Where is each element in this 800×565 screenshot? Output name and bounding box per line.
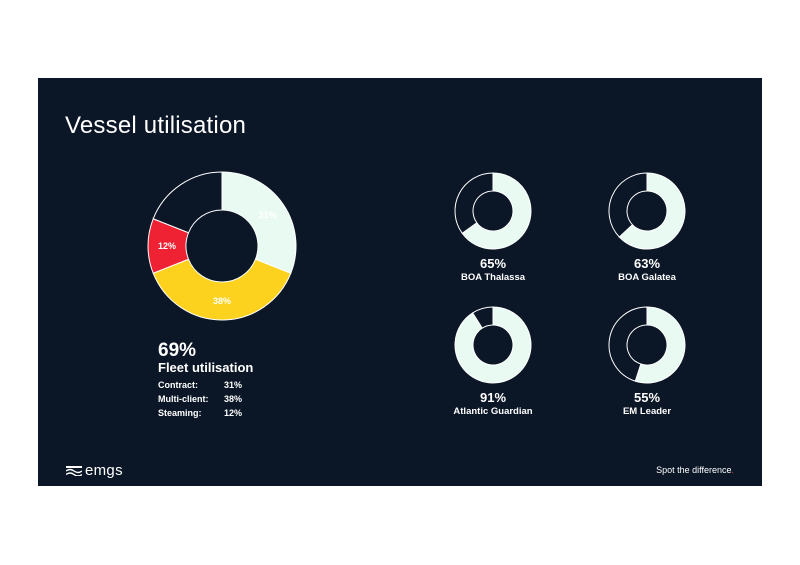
- breakdown-row-steaming: Steaming: 12%: [158, 408, 242, 418]
- tagline-text: Spot the difference: [656, 465, 732, 475]
- fleet-utilisation-label: Fleet utilisation: [158, 360, 254, 375]
- breakdown-value: 12%: [224, 408, 243, 418]
- boa-thalassa-donut-chart: [454, 172, 532, 250]
- slide: Vessel utilisation 31% 38% 12% 65% BOA Tha…: [38, 78, 762, 486]
- slice-contract: [221, 171, 297, 274]
- breakdown-value: 31%: [224, 380, 243, 390]
- page-title: Vessel utilisation: [65, 112, 247, 139]
- atlantic-guardian-name: Atlantic Guardian: [453, 406, 533, 417]
- slice-multi-client: [152, 258, 292, 321]
- breakdown-label: Steaming:: [158, 408, 202, 418]
- slice-utilised: [454, 306, 532, 384]
- breakdown-label: Multi-client:: [158, 394, 209, 404]
- slice-idle: [454, 172, 494, 235]
- slice-idle: [152, 171, 223, 234]
- tagline: Spot the difference.: [656, 465, 734, 475]
- slice-utilised: [634, 306, 686, 384]
- slice-idle: [608, 172, 648, 238]
- data-label-contract: 31%: [258, 210, 276, 220]
- emgs-wave-icon: [66, 465, 82, 476]
- breakdown-row-contract: Contract: 31%: [158, 380, 242, 390]
- boa-thalassa-name: BOA Thalassa: [460, 272, 526, 283]
- boa-galatea-name: BOA Galatea: [618, 272, 676, 283]
- boa-thalassa-percent: 65%: [479, 256, 507, 271]
- tagline-dot: .: [731, 465, 734, 475]
- breakdown-label: Contract:: [158, 380, 198, 390]
- atlantic-guardian-percent: 91%: [479, 390, 507, 405]
- slice-idle: [608, 306, 648, 382]
- data-label-multi-client: 38%: [213, 296, 231, 306]
- em-leader-name: EM Leader: [622, 406, 672, 417]
- breakdown-value: 38%: [224, 394, 243, 404]
- em-leader-donut-chart: [608, 306, 686, 384]
- em-leader-percent: 55%: [633, 390, 661, 405]
- boa-galatea-donut-chart: [608, 172, 686, 250]
- emgs-logo: emgs: [66, 462, 123, 479]
- fleet-donut-chart: 31% 38% 12%: [147, 171, 297, 321]
- fleet-total-percent: 69%: [158, 340, 197, 361]
- slice-utilised: [618, 172, 686, 250]
- slice-idle: [471, 306, 494, 329]
- boa-galatea-percent: 63%: [633, 256, 661, 271]
- data-label-steaming: 12%: [158, 241, 176, 251]
- slice-utilised: [461, 172, 532, 250]
- logo-text: emgs: [85, 462, 123, 479]
- breakdown-row-multi-client: Multi-client: 38%: [158, 394, 242, 404]
- atlantic-guardian-donut-chart: [454, 306, 532, 384]
